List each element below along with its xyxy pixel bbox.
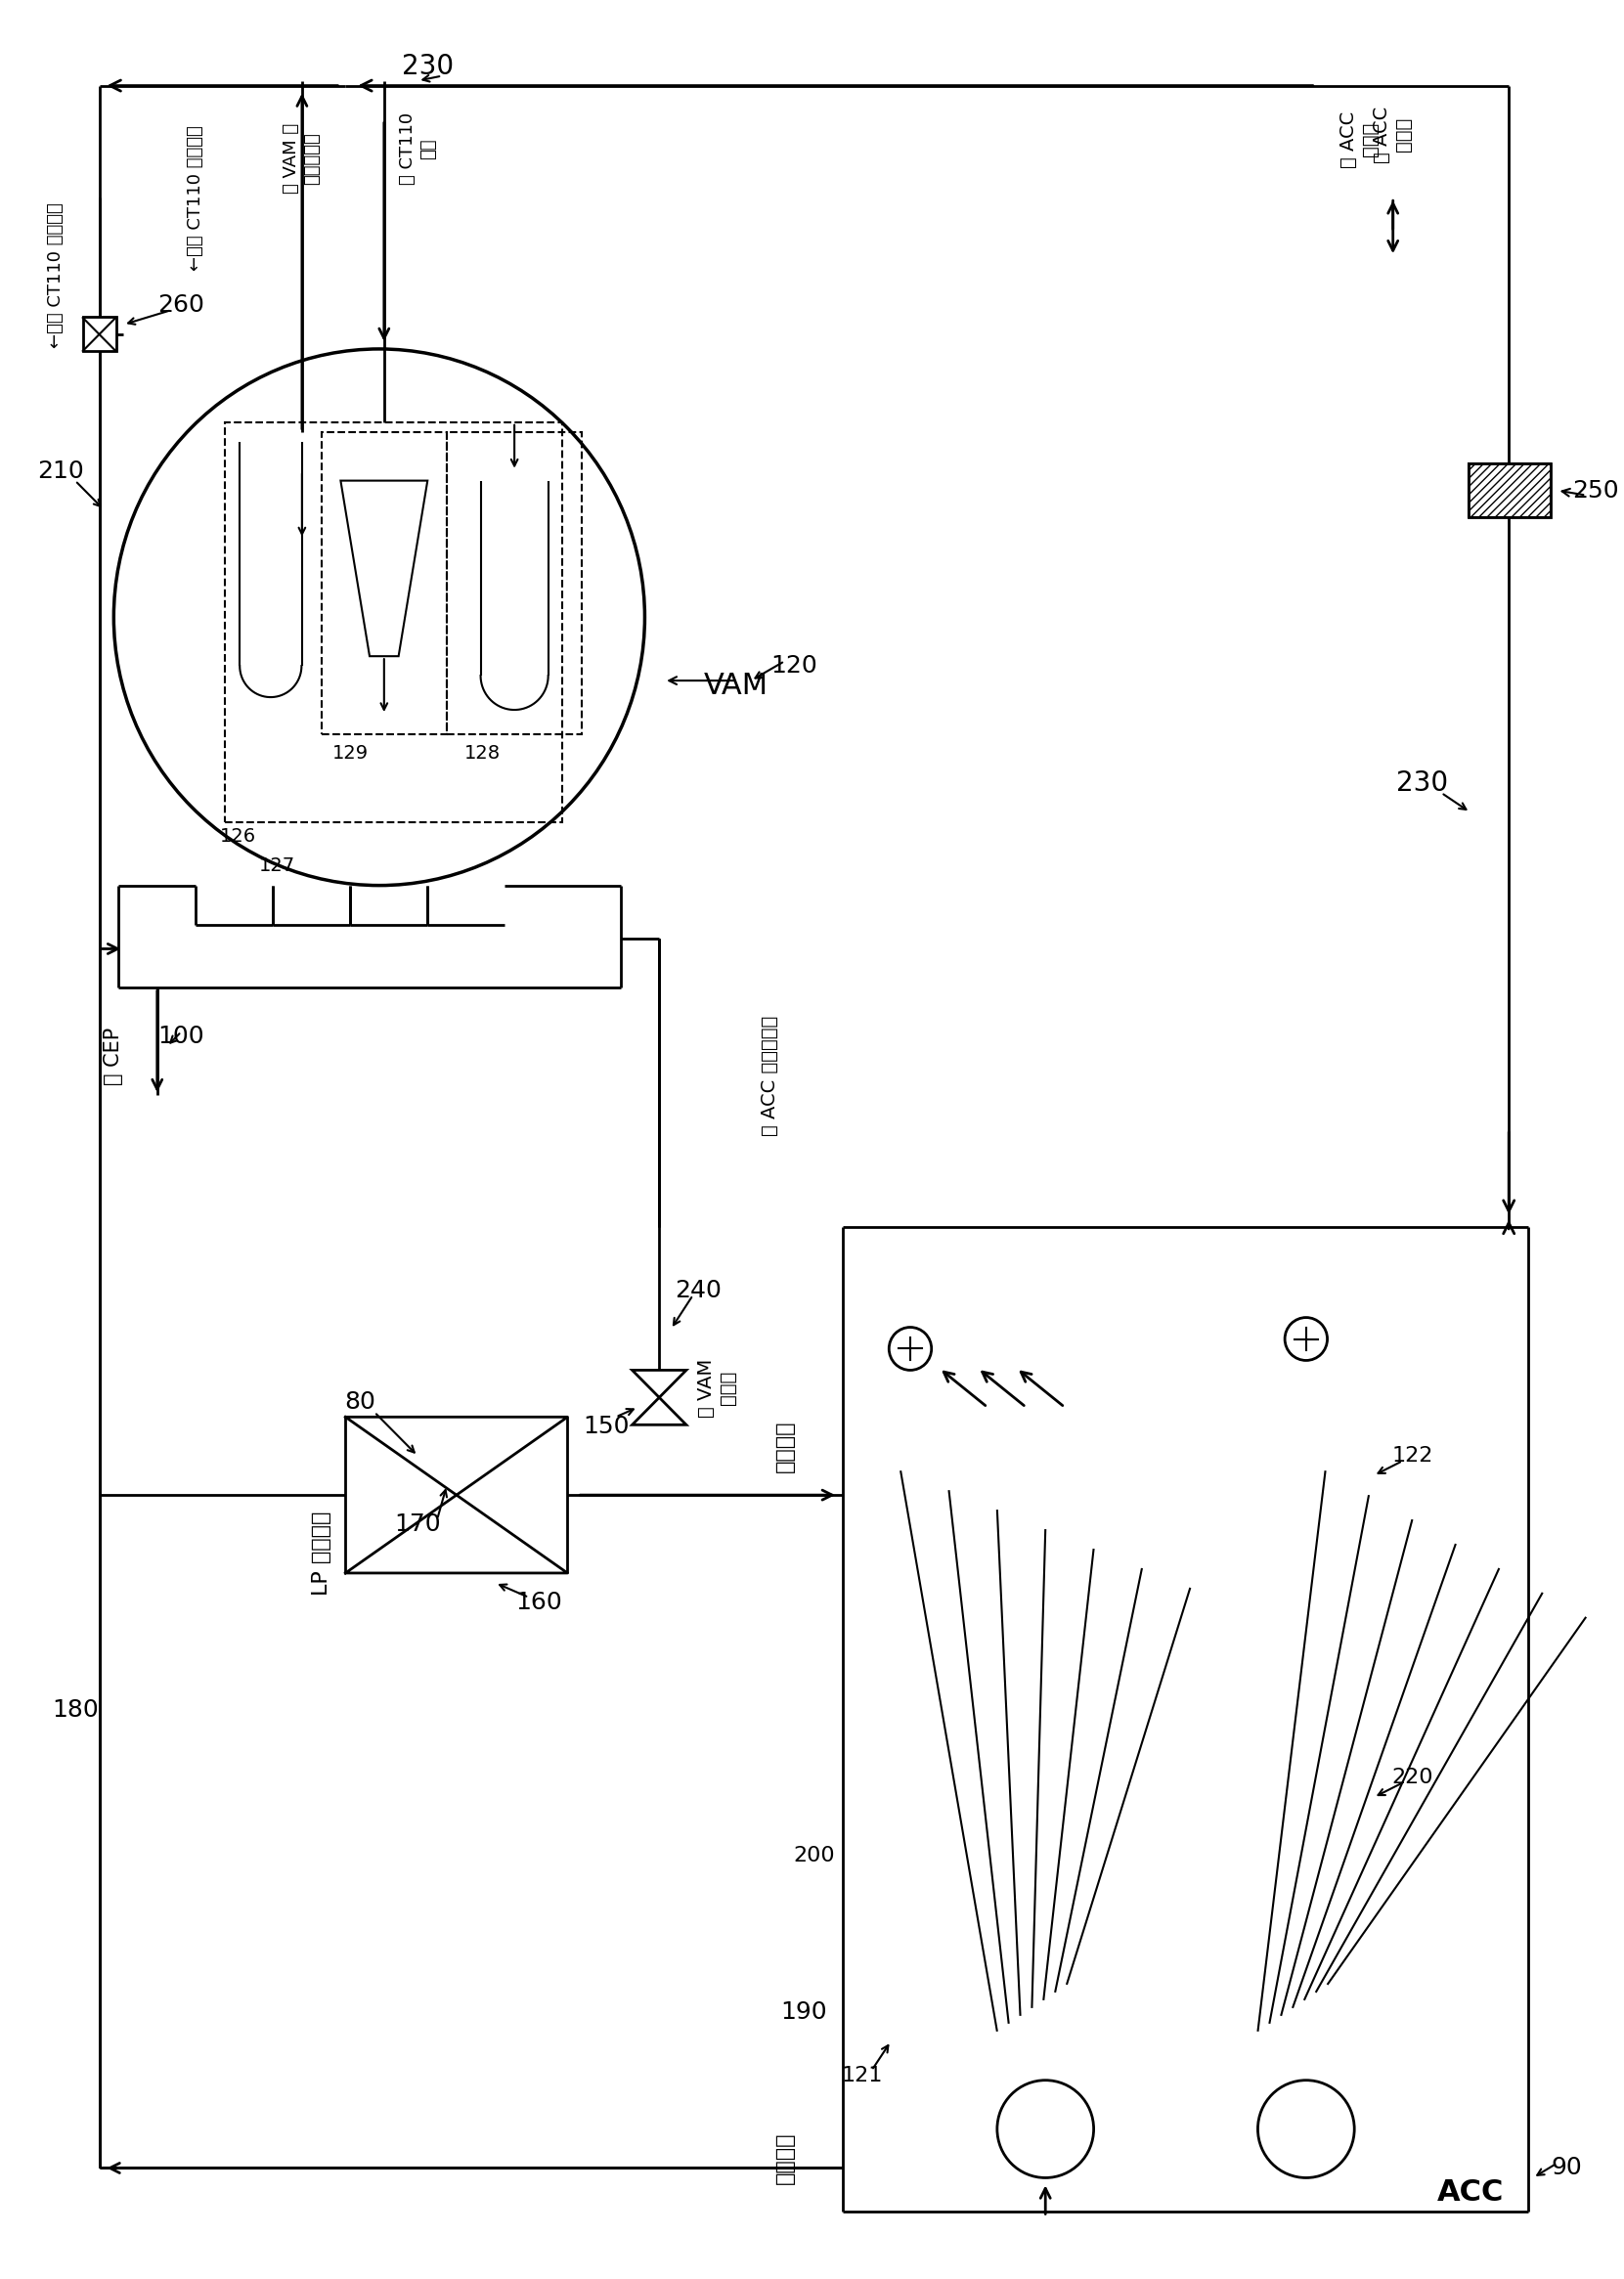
Text: 150: 150 xyxy=(583,1415,630,1438)
Text: 210: 210 xyxy=(37,458,84,483)
Text: VAM: VAM xyxy=(705,672,768,700)
Text: 190: 190 xyxy=(781,2001,827,2024)
Text: 127: 127 xyxy=(258,857,296,875)
Text: 至 ACC 的冷却装置: 至 ACC 的冷却装置 xyxy=(762,1016,780,1135)
Text: 260: 260 xyxy=(158,294,205,317)
Text: 至 CEP: 至 CEP xyxy=(104,1028,123,1085)
Text: 240: 240 xyxy=(674,1279,721,1301)
Bar xyxy=(322,433,447,734)
Text: 180: 180 xyxy=(52,1698,99,1721)
Text: 170: 170 xyxy=(395,1513,442,1536)
Text: 输出空气: 输出空气 xyxy=(775,1420,794,1472)
Bar xyxy=(447,433,581,734)
Text: ←来自 CT110 的冷却水: ←来自 CT110 的冷却水 xyxy=(187,125,205,271)
Text: 128: 128 xyxy=(464,745,500,763)
Text: 230: 230 xyxy=(401,52,453,80)
Text: 220: 220 xyxy=(1392,1769,1432,1787)
Text: 200: 200 xyxy=(793,1846,835,1867)
Text: ←来自 CT110 的冷却水: ←来自 CT110 的冷却水 xyxy=(47,203,65,349)
Text: 80: 80 xyxy=(344,1390,375,1413)
Text: 至 ACC
的空气: 至 ACC 的空气 xyxy=(1340,112,1379,169)
Bar xyxy=(1468,463,1551,517)
Text: 121: 121 xyxy=(841,2065,883,2085)
Text: 输入空气: 输入空气 xyxy=(775,2133,794,2183)
Text: LP 蒸汽轮机: LP 蒸汽轮机 xyxy=(312,1511,331,1595)
Text: 160: 160 xyxy=(515,1591,562,1614)
Bar xyxy=(224,422,562,823)
Text: 100: 100 xyxy=(158,1026,205,1048)
Text: 至 VAM 的
要冷却的水: 至 VAM 的 要冷却的水 xyxy=(283,123,322,194)
Text: 120: 120 xyxy=(771,654,818,677)
Text: ACC: ACC xyxy=(1437,2179,1504,2206)
Text: 至 VAM
的蒸汽: 至 VAM 的蒸汽 xyxy=(697,1358,737,1418)
Bar xyxy=(83,317,117,351)
Polygon shape xyxy=(632,1397,687,1424)
Text: 至 CT110
的水: 至 CT110 的水 xyxy=(400,112,437,185)
Text: 122: 122 xyxy=(1392,1447,1432,1465)
Text: 至 ACC
的空气: 至 ACC 的空气 xyxy=(1372,105,1413,162)
Text: 129: 129 xyxy=(333,745,369,763)
Text: 250: 250 xyxy=(1572,479,1619,501)
Text: 90: 90 xyxy=(1551,2156,1582,2179)
Text: 230: 230 xyxy=(1397,770,1449,798)
Bar xyxy=(1468,463,1551,517)
Text: 126: 126 xyxy=(219,827,257,846)
Polygon shape xyxy=(341,481,427,656)
Polygon shape xyxy=(632,1370,687,1397)
